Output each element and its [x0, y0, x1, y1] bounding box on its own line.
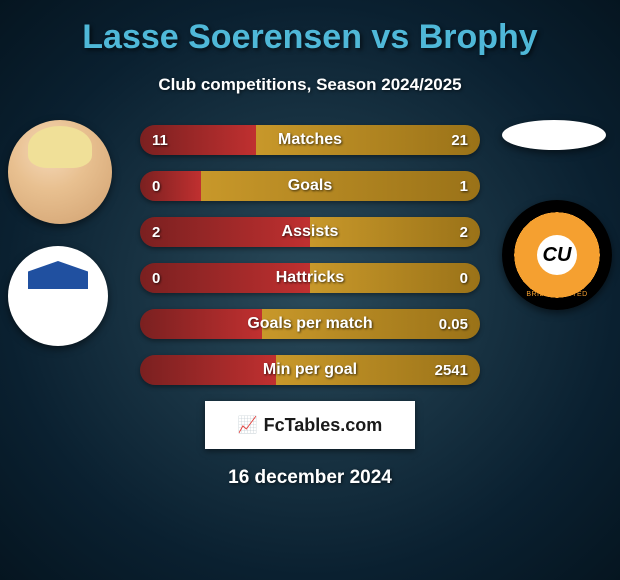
- stat-label: Hattricks: [140, 263, 480, 293]
- left-avatars: [8, 120, 112, 346]
- stat-value-right: 1: [460, 171, 468, 201]
- stat-row: 11Matches21: [140, 125, 480, 155]
- shield-icon: [28, 261, 88, 331]
- stat-row: 0Goals1: [140, 171, 480, 201]
- stat-value-right: 2: [460, 217, 468, 247]
- player-right-avatar: [502, 120, 606, 150]
- stat-value-right: 0.05: [439, 309, 468, 339]
- infographic-root: Lasse Soerensen vs Brophy Club competiti…: [0, 0, 620, 499]
- stat-value-right: 2541: [435, 355, 468, 385]
- stat-row: Goals per match0.05: [140, 309, 480, 339]
- stat-label: Matches: [140, 125, 480, 155]
- stat-label: Goals: [140, 171, 480, 201]
- club-right-code: CU: [537, 235, 577, 275]
- stat-label: Min per goal: [140, 355, 480, 385]
- stat-label: Goals per match: [140, 309, 480, 339]
- player-left-avatar: [8, 120, 112, 224]
- stats-list: 11Matches210Goals12Assists20Hattricks0Go…: [140, 125, 480, 385]
- stat-value-right: 0: [460, 263, 468, 293]
- club-right-badge: CU BRIDGE UNITED: [502, 200, 612, 310]
- page-title: Lasse Soerensen vs Brophy: [0, 18, 620, 57]
- club-left-badge: [8, 246, 108, 346]
- stat-value-right: 21: [451, 125, 468, 155]
- watermark: 📈 FcTables.com: [205, 401, 415, 449]
- right-avatars: CU BRIDGE UNITED: [502, 120, 612, 310]
- stat-label: Assists: [140, 217, 480, 247]
- page-subtitle: Club competitions, Season 2024/2025: [0, 75, 620, 95]
- chart-icon: 📈: [238, 415, 258, 435]
- watermark-text: FcTables.com: [264, 415, 383, 436]
- stat-row: Min per goal2541: [140, 355, 480, 385]
- club-right-ring: BRIDGE UNITED: [526, 291, 587, 298]
- stat-row: 2Assists2: [140, 217, 480, 247]
- date-label: 16 december 2024: [0, 467, 620, 489]
- stat-row: 0Hattricks0: [140, 263, 480, 293]
